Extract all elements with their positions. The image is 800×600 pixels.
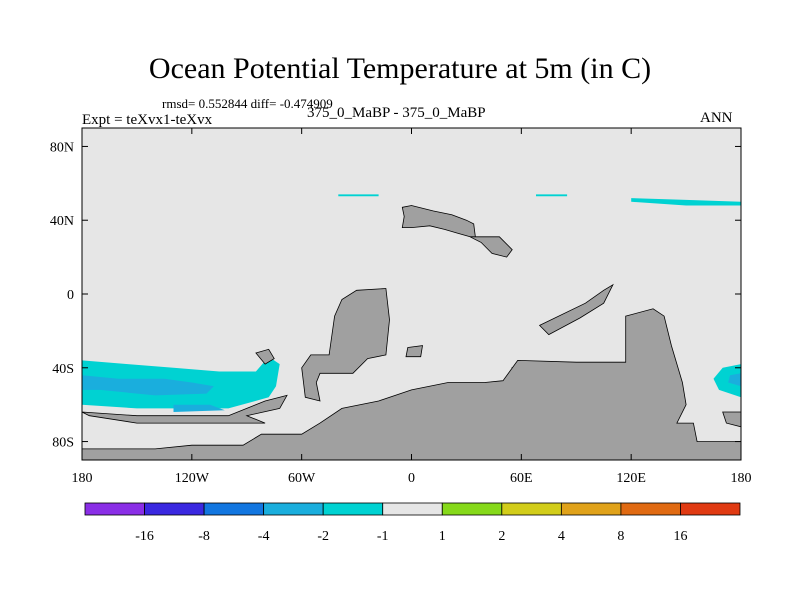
land-mask-8 xyxy=(82,308,741,460)
anomaly-region-5 xyxy=(631,198,741,206)
y-tick-label-2: 0 xyxy=(67,288,74,303)
season-label: ANN xyxy=(700,110,733,126)
anomaly-region-3 xyxy=(713,364,741,398)
chart-subtitle: 375_0_MaBP - 375_0_MaBP xyxy=(307,105,486,121)
colorbar-box-7 xyxy=(501,502,562,516)
land-mask-0 xyxy=(301,288,390,402)
y-tick-label-1: 40N xyxy=(50,214,74,229)
colorbar-label-8: 8 xyxy=(617,529,624,544)
land-mask-2 xyxy=(469,236,513,258)
land-mask-3 xyxy=(538,283,614,336)
colorbar-box-8 xyxy=(560,502,622,516)
x-tick-label-0: 180 xyxy=(72,471,93,486)
y-tick-label-0: 80N xyxy=(50,140,74,155)
colorbar-box-0 xyxy=(84,502,145,516)
colorbar-label-3: -2 xyxy=(317,529,329,544)
colorbar-box-9 xyxy=(620,502,681,516)
x-tick-label-5: 120E xyxy=(616,471,646,486)
anomaly-region-6 xyxy=(338,194,379,197)
anomaly-region-1 xyxy=(82,375,214,396)
colorbar-label-6: 2 xyxy=(498,529,505,544)
y-tick-label-4: 80S xyxy=(52,436,74,451)
stats-readout: rmsd= 0.552844 diff= -0.474909 xyxy=(162,96,333,111)
anomaly-region-2 xyxy=(173,404,225,412)
x-tick-label-2: 60W xyxy=(288,471,316,486)
colorbar-label-2: -4 xyxy=(258,529,270,544)
land-mask-5 xyxy=(405,345,423,358)
land-mask-4 xyxy=(255,348,275,365)
colorbar-box-1 xyxy=(144,502,205,516)
x-tick-label-1: 120W xyxy=(175,471,210,486)
colorbar-box-5 xyxy=(382,502,443,516)
colorbar-box-4 xyxy=(322,502,384,516)
colorbar-label-7: 4 xyxy=(558,529,565,544)
x-tick-label-4: 60E xyxy=(510,471,533,486)
y-tick-label-3: 40S xyxy=(52,362,74,377)
plot-layers xyxy=(82,194,741,460)
colorbar-label-4: -1 xyxy=(377,529,389,544)
colorbar-label-0: -16 xyxy=(135,529,154,544)
colorbar-box-6 xyxy=(441,502,503,516)
anomaly-region-7 xyxy=(536,194,568,197)
colorbar-box-10 xyxy=(680,502,741,516)
colorbar-box-3 xyxy=(263,502,324,516)
colorbar-label-1: -8 xyxy=(198,529,210,544)
land-mask-9 xyxy=(82,394,288,424)
colorbar-label-9: 16 xyxy=(673,529,687,544)
land-mask-10 xyxy=(722,411,741,428)
x-tick-label-3: 0 xyxy=(408,471,415,486)
chart-title: Ocean Potential Temperature at 5m (in C) xyxy=(148,52,652,85)
colorbar-label-5: 1 xyxy=(439,529,446,544)
experiment-label: Expt = teXvx1-teXvx xyxy=(82,112,213,128)
x-tick-label-6: 180 xyxy=(731,471,752,486)
colorbar-box-2 xyxy=(203,502,265,516)
anomaly-region-4 xyxy=(728,373,741,387)
